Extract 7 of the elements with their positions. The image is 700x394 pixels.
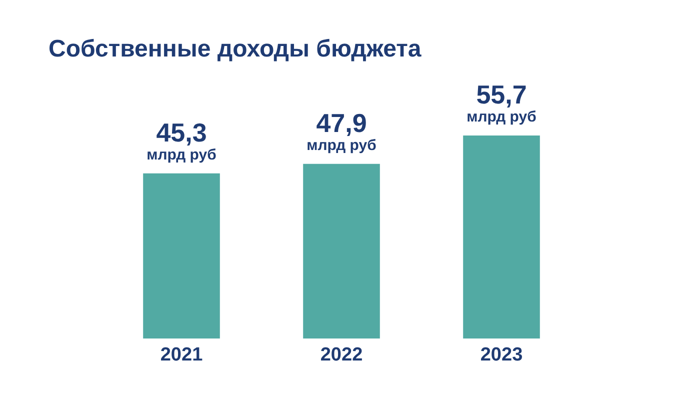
data-label: 55,7 млрд руб bbox=[466, 80, 536, 126]
x-tick-label: 2022 bbox=[320, 344, 363, 366]
x-tick-label: 2023 bbox=[480, 344, 523, 366]
x-tick-label: 2021 bbox=[160, 344, 204, 366]
data-label: 47,9 млрд руб bbox=[306, 108, 376, 154]
chart-title: Собственные доходы бюджета bbox=[48, 36, 422, 62]
data-label: 45,3 млрд руб bbox=[146, 117, 216, 164]
